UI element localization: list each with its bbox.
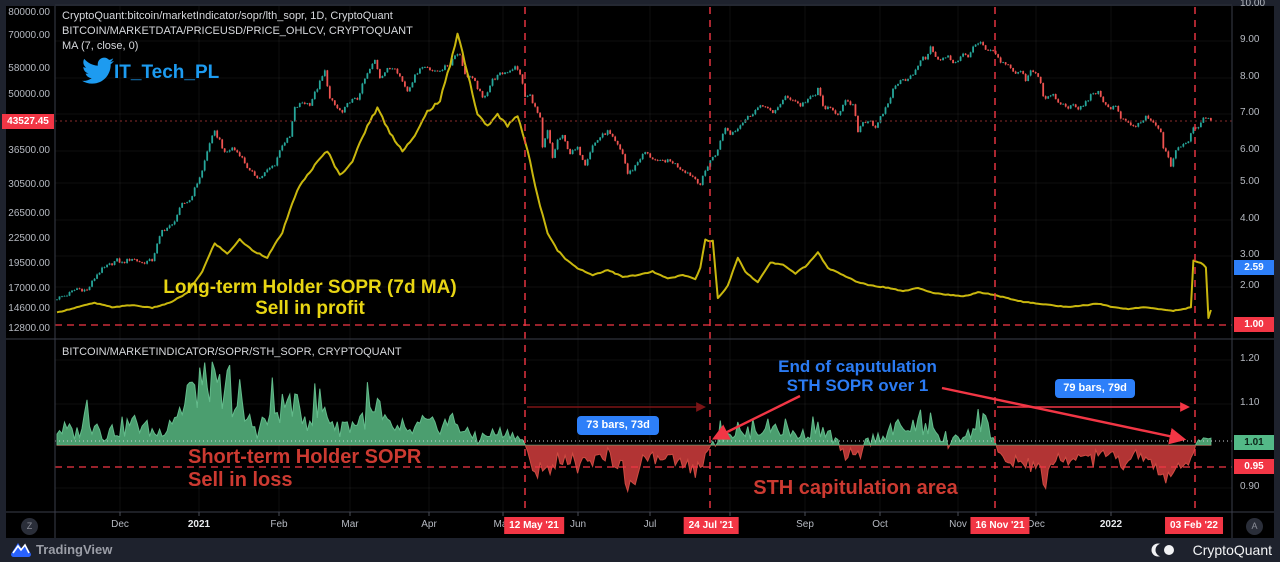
sth-annotation-line2: Sell in loss — [188, 469, 293, 491]
timezone-button[interactable]: Z — [21, 518, 38, 535]
event-date-badge[interactable]: 24 Jul '21 — [683, 517, 739, 534]
event-date-badge[interactable]: 16 Nov '21 — [970, 517, 1030, 534]
sth-level-label: 0.95 — [1234, 459, 1274, 474]
lth-base-level-label: 1.00 — [1234, 317, 1274, 332]
price-axis-tick[interactable]: 22500.00 — [8, 233, 50, 244]
footer-bar: TradingView CryptoQuant — [0, 538, 1280, 562]
time-axis-label[interactable]: 2022 — [1099, 519, 1123, 530]
time-axis-label[interactable]: Sep — [796, 519, 814, 530]
sth-sopr-area-series — [56, 361, 1212, 494]
sopr-axis-tick[interactable]: 3.00 — [1240, 249, 1260, 260]
twitter-handle-watermark: IT_Tech_PL — [114, 62, 220, 83]
price-axis-tick[interactable]: 17000.00 — [8, 283, 50, 294]
event-date-badge[interactable]: 12 May '21 — [504, 517, 564, 534]
measure-badge-73-bars[interactable]: 73 bars, 73d — [577, 416, 659, 435]
endcap-line1: End of caputulation — [778, 357, 937, 376]
pointer-arrow[interactable] — [711, 394, 801, 440]
sth-series-title[interactable]: BITCOIN/MARKETINDICATOR/SOPR/STH_SOPR, C… — [62, 346, 402, 358]
sth-annotation-line1: Short-term Holder SOPR — [188, 446, 422, 468]
sopr-axis-tick[interactable]: 4.00 — [1240, 213, 1260, 224]
time-axis-label[interactable]: Apr — [421, 519, 437, 530]
price-axis-tick[interactable]: 19500.00 — [8, 258, 50, 269]
price-axis-tick[interactable]: 26500.00 — [8, 208, 50, 219]
sopr-axis-tick[interactable]: 2.00 — [1240, 280, 1260, 291]
end-of-capitulation-annotation[interactable]: End of caputulation STH SOPR over 1 — [735, 357, 980, 395]
cryptoquant-logo-text: CryptoQuant — [1192, 542, 1272, 558]
time-axis-label[interactable]: Jul — [643, 519, 657, 530]
lth-annotation-line1: Long-term Holder SOPR (7d MA) — [163, 277, 457, 298]
sopr-axis-tick[interactable]: 7.00 — [1240, 107, 1260, 118]
pointer-arrow[interactable] — [941, 386, 1187, 445]
price-series-title[interactable]: BITCOIN/MARKETDATA/PRICEUSD/PRICE_OHLCV,… — [62, 25, 413, 37]
price-axis-tick[interactable]: 30500.00 — [8, 179, 50, 190]
time-axis-label[interactable]: Dec — [111, 519, 129, 530]
sopr-axis-tick[interactable]: 10.00 — [1240, 0, 1266, 9]
time-axis-label[interactable]: Mar — [341, 519, 359, 530]
lth-sopr-line-series — [56, 32, 1212, 319]
gridlines — [55, 4, 1232, 512]
event-date-badge[interactable]: 03 Feb '22 — [1165, 517, 1223, 534]
time-axis-label[interactable]: Feb — [270, 519, 288, 530]
time-axis-label[interactable]: May — [493, 519, 513, 530]
time-axis-label[interactable]: Dec — [1027, 519, 1045, 530]
lth-annotation-line2: Sell in profit — [255, 298, 365, 319]
price-axis-tick[interactable]: 80000.00 — [8, 7, 50, 18]
current-price-label: 43527.45 — [2, 114, 54, 129]
time-axis-label[interactable]: Oct — [872, 519, 888, 530]
lth-current-value-label: 2.59 — [1234, 260, 1274, 275]
sth-axis-tick[interactable]: 1.10 — [1240, 397, 1260, 408]
sopr-axis-tick[interactable]: 6.00 — [1240, 144, 1260, 155]
sth-current-value-label: 1.01 — [1234, 435, 1274, 450]
price-axis-tick[interactable]: 50000.00 — [8, 89, 50, 100]
sth-sopr-annotation[interactable]: Short-term Holder SOPR Sell in loss — [188, 446, 421, 492]
sth-axis-tick[interactable]: 1.20 — [1240, 353, 1260, 364]
measure-badge-79-bars[interactable]: 79 bars, 79d — [1055, 379, 1135, 398]
time-axis-label[interactable]: Nov — [949, 519, 967, 530]
time-axis-label[interactable]: 2021 — [187, 519, 211, 530]
main-series-title[interactable]: CryptoQuant:bitcoin/marketIndicator/sopr… — [62, 10, 393, 22]
time-axis-label[interactable]: Jun — [569, 519, 587, 530]
tradingview-logo-text[interactable]: TradingView — [36, 542, 113, 557]
lth-sopr-annotation[interactable]: Long-term Holder SOPR (7d MA) Sell in pr… — [160, 277, 460, 319]
cryptoquant-logo-icon — [1151, 543, 1174, 557]
btc-candlestick-series — [56, 41, 1212, 301]
price-axis-tick[interactable]: 36500.00 — [8, 145, 50, 156]
twitter-icon — [82, 57, 114, 84]
tradingview-logo-icon[interactable] — [10, 541, 32, 559]
sopr-axis-tick[interactable]: 5.00 — [1240, 176, 1260, 187]
endcap-line2: STH SOPR over 1 — [786, 376, 929, 395]
axis-settings-button[interactable]: A — [1246, 518, 1263, 535]
sth-axis-tick[interactable]: 0.90 — [1240, 481, 1260, 492]
sopr-axis-tick[interactable]: 8.00 — [1240, 71, 1260, 82]
price-axis-tick[interactable]: 12800.00 — [8, 323, 50, 334]
sopr-axis-tick[interactable]: 9.00 — [1240, 34, 1260, 45]
capitulation-area-annotation[interactable]: STH capitulation area — [753, 477, 958, 499]
price-axis-tick[interactable]: 14600.00 — [8, 303, 50, 314]
ma-study-title[interactable]: MA (7, close, 0) — [62, 40, 139, 52]
price-axis-tick[interactable]: 70000.00 — [8, 30, 50, 41]
price-axis-tick[interactable]: 58000.00 — [8, 63, 50, 74]
event-date-vlines[interactable] — [524, 7, 1196, 512]
